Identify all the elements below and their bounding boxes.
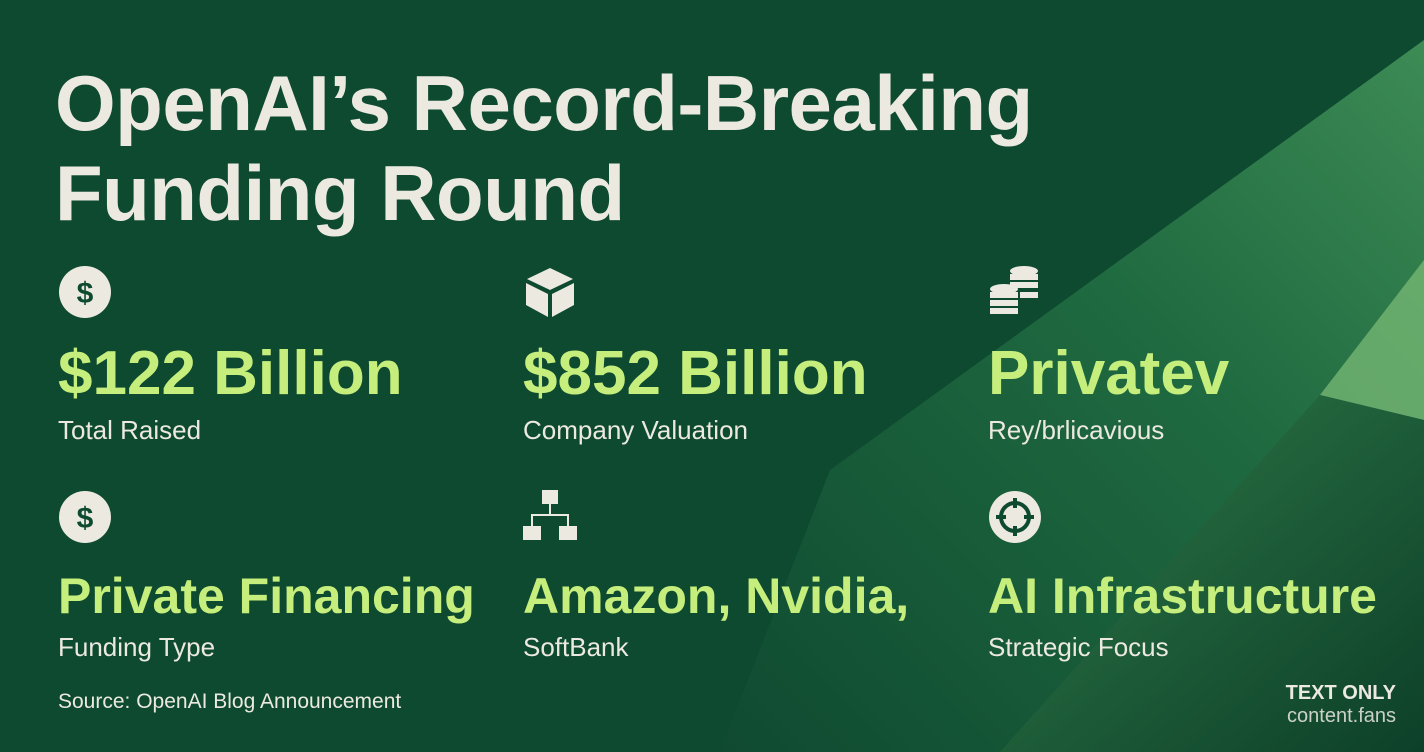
badge-site: content.fans bbox=[1287, 705, 1396, 727]
stat-value: AI Infrastructure bbox=[988, 568, 1377, 624]
stat-value: $122 Billion bbox=[58, 339, 403, 408]
icon bbox=[526, 268, 574, 317]
stat-value: Private Financing bbox=[58, 568, 475, 624]
stat-label: Strategic Focus bbox=[988, 632, 1169, 662]
icon bbox=[989, 491, 1041, 543]
icon: $ bbox=[59, 266, 111, 318]
title: OpenAI’s Record-Breaking Funding Round bbox=[55, 59, 1033, 237]
stat: AI Infrastructure Strategic Focus bbox=[988, 490, 1424, 663]
stat-value: Privatev bbox=[988, 339, 1230, 408]
svg-text:$: $ bbox=[77, 502, 94, 535]
stat-label: Total Raised bbox=[58, 415, 202, 445]
stat: $ $122 Billion Total Raised bbox=[58, 265, 498, 446]
svg-text:$: $ bbox=[77, 277, 94, 310]
stat: Privatev Rey/brlicavious bbox=[988, 265, 1424, 446]
stat: $852 Billion Company Valuation bbox=[523, 265, 963, 446]
stat: $ Private Financing Funding Type bbox=[58, 490, 498, 663]
stat-value: $852 Billion bbox=[523, 339, 868, 408]
icon bbox=[523, 490, 577, 540]
badge-title: TEXT ONLY bbox=[1285, 682, 1396, 704]
stat-label: Rey/brlicavious bbox=[988, 415, 1165, 445]
bg-shape bbox=[1000, 395, 1424, 752]
stat-label: SoftBank bbox=[523, 632, 629, 662]
stat-value: Amazon, Nvidia, bbox=[523, 568, 910, 624]
icon bbox=[990, 266, 1038, 314]
stat-label: Funding Type bbox=[58, 632, 216, 662]
stat-label: Company Valuation bbox=[523, 415, 748, 445]
icon: $ bbox=[59, 491, 111, 543]
badge: TEXT ONLY content.fans bbox=[1286, 682, 1396, 728]
bg-shape bbox=[1320, 260, 1424, 420]
stat: Amazon, Nvidia, SoftBank bbox=[523, 490, 963, 663]
source: Source: OpenAI Blog Announcement bbox=[58, 690, 402, 713]
